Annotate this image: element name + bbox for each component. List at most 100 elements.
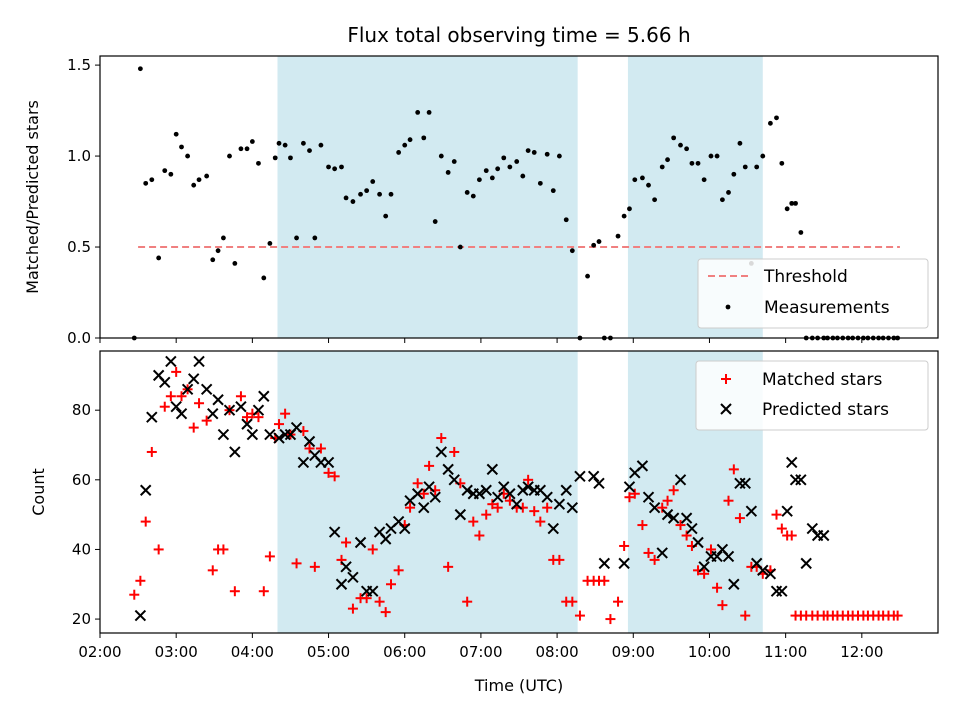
matched-star-point [218, 544, 229, 555]
matched-star-point [323, 467, 334, 478]
matched-star-point [487, 499, 498, 510]
matched-star-point [229, 586, 240, 597]
x-tick-label: 03:00 [155, 643, 198, 661]
matched-star-point [443, 561, 454, 572]
matched-star-point [242, 412, 253, 423]
predicted-star-point [252, 404, 265, 416]
measurement-point [204, 173, 210, 179]
x-tick-label: 05:00 [307, 643, 350, 661]
measurement-point [261, 275, 267, 281]
measurement-point [244, 146, 250, 152]
predicted-star-point [146, 411, 158, 423]
measurement-point [789, 200, 795, 206]
measurement-point [514, 159, 520, 164]
legend-plus-marker [721, 374, 731, 384]
matched-star-point [374, 596, 385, 607]
measurement-point [760, 153, 766, 159]
measurement-point [227, 153, 232, 159]
measurement-point [402, 142, 408, 148]
measurement-point [652, 197, 658, 203]
matched-star-point [605, 614, 616, 625]
measurement-point [415, 110, 421, 115]
predicted-star-point [711, 550, 723, 563]
predicted-star-point [661, 508, 674, 521]
y-tick-label: 20 [72, 610, 91, 628]
matched-star-point [165, 391, 176, 402]
measurement-point [720, 197, 725, 203]
predicted-star-point [667, 512, 680, 524]
x-tick-label: 12:00 [840, 643, 883, 661]
measurement-point [221, 235, 226, 241]
matched-star-point [188, 422, 199, 433]
measurement-point [731, 171, 737, 177]
predicted-star-point [217, 428, 230, 441]
x-axis-label: Time (UTC) [474, 676, 563, 695]
matched-star-point [675, 520, 686, 531]
measurement-point [774, 115, 779, 121]
predicted-star-point [335, 578, 348, 590]
predicted-star-point [486, 463, 499, 476]
measurement-point [318, 142, 324, 148]
x-tick-label: 09:00 [612, 643, 655, 661]
measurement-point [742, 164, 748, 170]
predicted-star-point [354, 536, 367, 549]
matched-star-point [405, 502, 416, 513]
matched-star-point [201, 415, 212, 426]
predicted-star-point [553, 498, 566, 510]
chart-title: Flux total observing time = 5.66 h [347, 23, 690, 47]
predicted-star-point [795, 474, 807, 486]
y-tick-label: 0.0 [67, 329, 91, 347]
measurement-point [531, 150, 537, 155]
matched-star-point [235, 391, 246, 402]
matched-star-point [171, 366, 182, 377]
matched-star-point [529, 506, 540, 517]
matched-star-point [574, 610, 585, 621]
predicted-star-point [728, 578, 740, 590]
predicted-star-point [159, 376, 171, 389]
predicted-star-point [674, 474, 687, 486]
predicted-star-point [193, 355, 205, 368]
predicted-star-point [656, 547, 668, 559]
measurement-point [191, 182, 197, 188]
legend-measurements-label: Measurements [764, 298, 890, 318]
matched-star-point [304, 443, 315, 454]
matched-star-point [629, 488, 640, 499]
matched-star-point [153, 544, 164, 555]
matched-star-point [492, 502, 503, 513]
measurement-point [421, 135, 427, 141]
bottom-legend-box [695, 360, 929, 431]
matched-star-point [474, 530, 485, 541]
predicted-star-point [806, 522, 819, 535]
predicted-star-point [379, 533, 392, 545]
measurement-point [312, 235, 318, 241]
matched-star-point [776, 523, 787, 534]
measurement-point [307, 148, 312, 154]
matched-star-point [892, 610, 903, 621]
x-tick-label: 07:00 [459, 643, 502, 661]
predicted-star-point [241, 418, 253, 430]
matched-star-point [468, 516, 479, 527]
matched-star-point [129, 589, 140, 600]
measurement-point [464, 190, 470, 195]
matched-star-point [554, 554, 565, 565]
predicted-star-point [235, 400, 247, 413]
y-tick-label: 1.5 [67, 56, 91, 74]
x-tick-label: 02:00 [78, 643, 121, 661]
measurement-point [550, 188, 556, 194]
measurement-point [501, 155, 507, 161]
legend-measurements-swatch [725, 304, 731, 310]
measurement-point [701, 177, 707, 183]
matched-star-point [657, 502, 668, 513]
measurement-point [156, 255, 162, 261]
measurement-point [179, 144, 184, 150]
measurement-point [426, 110, 432, 115]
matched-star-point [637, 520, 648, 531]
predicted-star-point [598, 557, 611, 570]
predicted-star-point [818, 529, 830, 542]
predicted-star-point [781, 505, 793, 517]
matched-star-point [140, 516, 151, 527]
bottom-plot-frame [99, 350, 939, 634]
matched-star-point [135, 575, 146, 586]
measurement-point [137, 66, 143, 72]
top-legend-box [697, 258, 929, 329]
